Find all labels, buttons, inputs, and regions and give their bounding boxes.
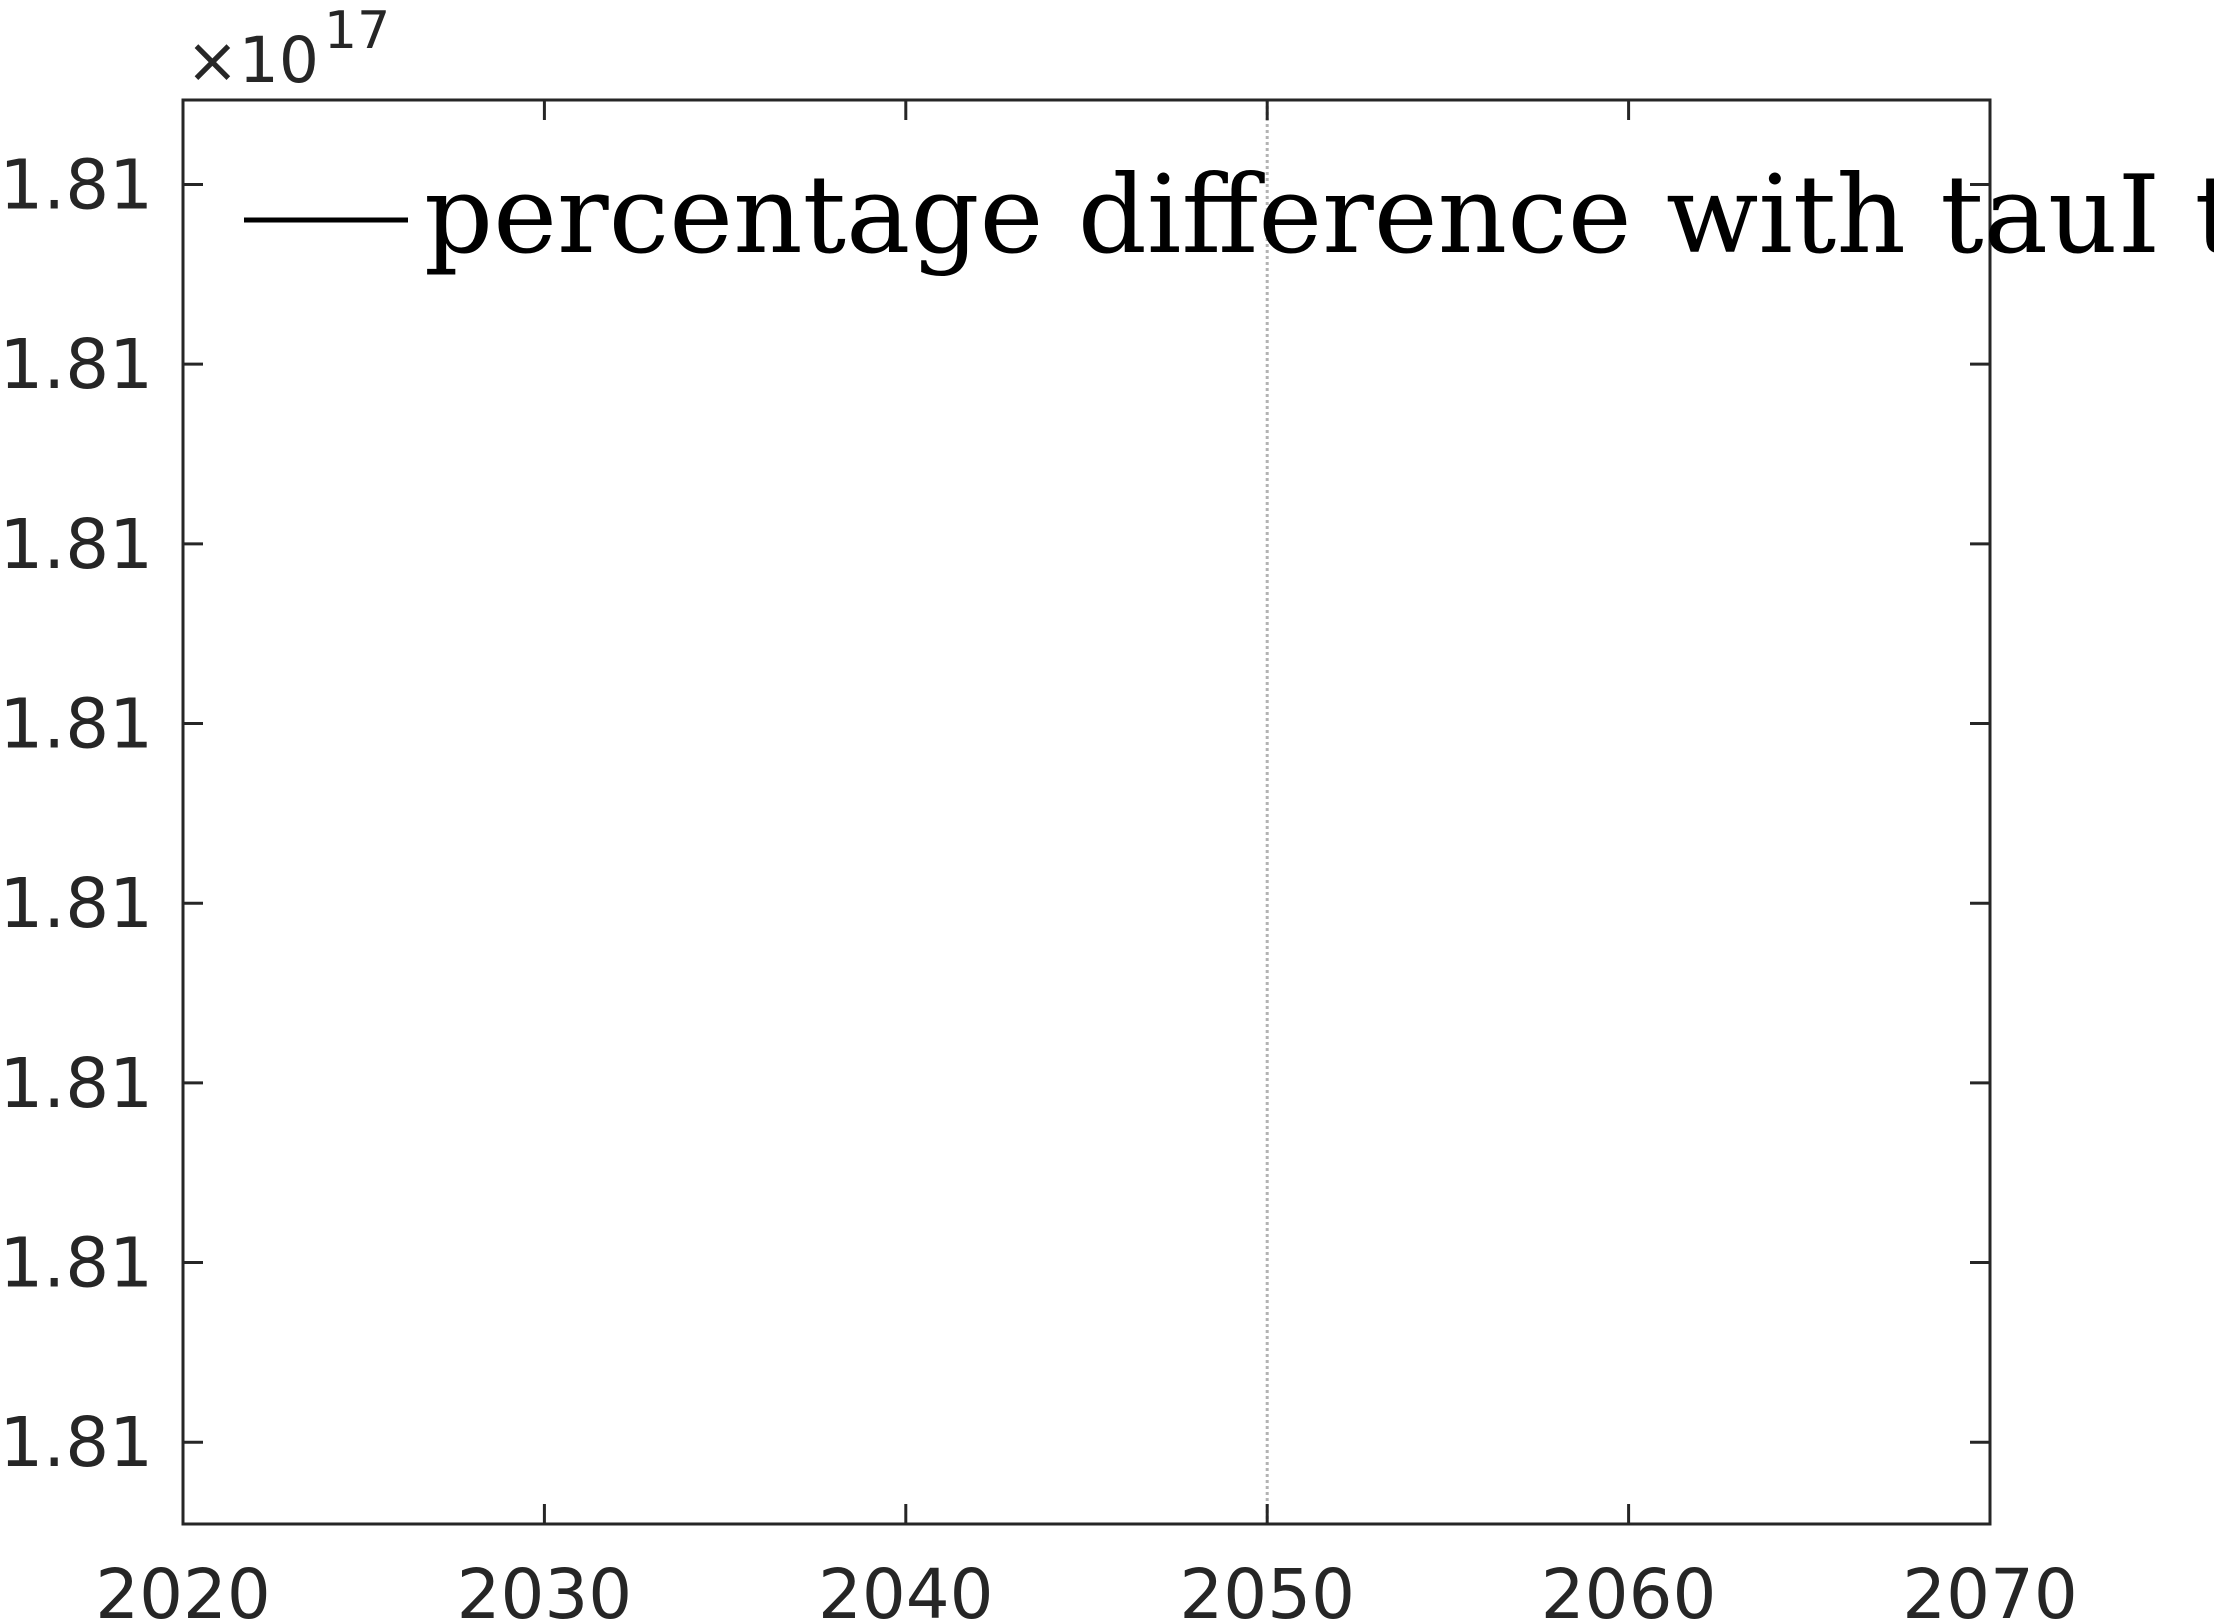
y-tick-label: 1.81 (0, 325, 153, 405)
x-tick-label: 2060 (1541, 1555, 1717, 1622)
x-tick-label: 2070 (1902, 1555, 2078, 1622)
y-exponent-power: 17 (324, 1, 390, 61)
x-tick-label: 2030 (457, 1555, 633, 1622)
y-tick-label: 1.81 (0, 1224, 153, 1304)
y-tick-label: 1.81 (0, 1044, 153, 1124)
x-tick-label: 2040 (818, 1555, 994, 1622)
x-tick-label: 2050 (1179, 1555, 1355, 1622)
y-tick-label: 1.81 (0, 505, 153, 585)
y-exponent-label: ×10 17 (186, 1, 390, 97)
plot-area (183, 100, 1990, 1524)
legend-label: percentage difference with tauI to r (424, 153, 2214, 278)
y-tick-label: 1.81 (0, 864, 153, 944)
y-tick-label: 1.81 (0, 1403, 153, 1483)
y-exponent-prefix: ×10 (186, 24, 319, 97)
axes-box (181, 98, 1992, 1526)
y-tick-label: 1.81 (0, 145, 153, 225)
legend: percentage difference with tauI to r (244, 153, 2214, 278)
y-tick-label: 1.81 (0, 685, 153, 765)
x-tick-label: 2020 (95, 1555, 271, 1622)
